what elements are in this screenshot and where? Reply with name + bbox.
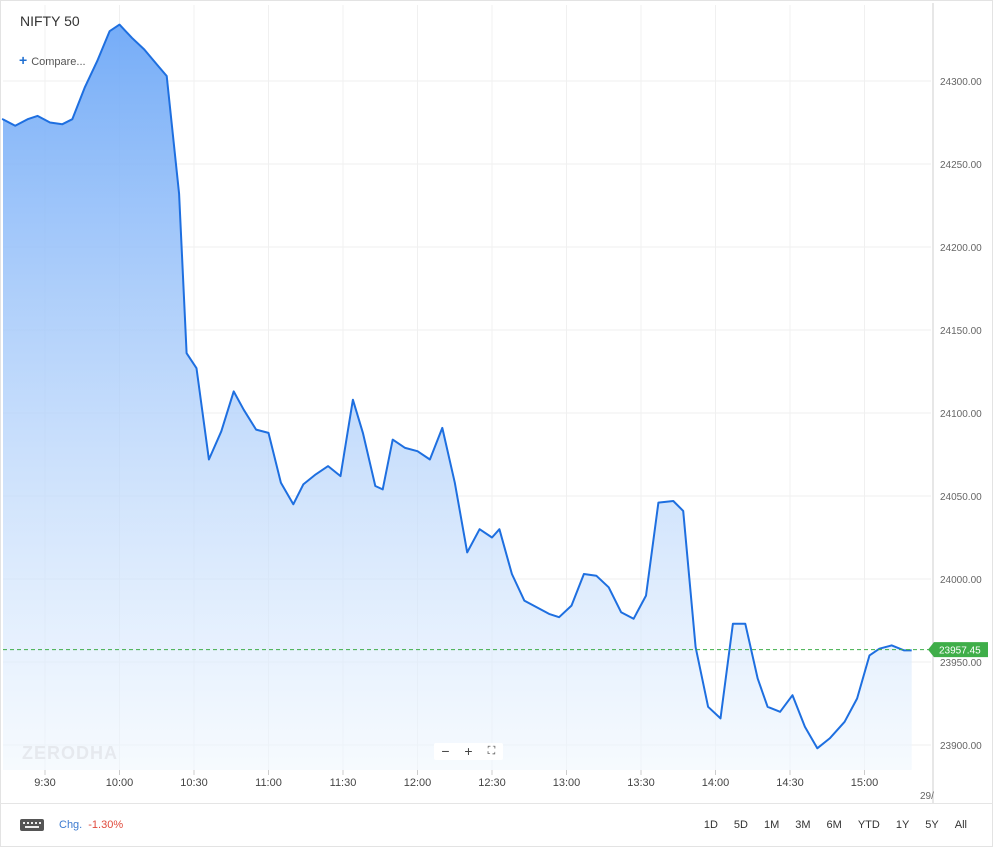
price-area — [2, 24, 912, 771]
price-line — [1, 23, 912, 750]
y-tick-label: 23950.00 — [940, 658, 982, 669]
x-tick-label: 12:30 — [478, 777, 506, 789]
x-tick-label: 12:00 — [404, 777, 432, 789]
date-label: 29/ — [920, 791, 934, 802]
last-price-label: 23957.45 — [939, 646, 981, 657]
change-label: Chg. — [59, 819, 83, 831]
x-tick-label: 15:00 — [851, 777, 879, 789]
y-tick-label: 24200.00 — [940, 243, 982, 254]
x-tick-label: 10:30 — [180, 777, 208, 789]
x-tick-label: 13:30 — [627, 777, 655, 789]
range-button-3m[interactable]: 3M — [795, 819, 811, 831]
y-tick-label: 24250.00 — [940, 160, 982, 171]
y-tick-label: 24150.00 — [940, 326, 982, 337]
range-button-ytd[interactable]: YTD — [857, 819, 880, 831]
y-tick-label: 23900.00 — [940, 741, 982, 752]
fit-screen-icon[interactable]: ⛶ — [487, 745, 496, 757]
change-value: -1.30% — [88, 819, 124, 831]
y-tick-label: 24300.00 — [940, 77, 982, 88]
x-tick-label: 11:00 — [255, 777, 282, 789]
x-tick-label: 14:00 — [702, 777, 730, 789]
range-selector: 1D 5D 1M 3M 6M YTD 1Y 5Y All — [688, 819, 967, 831]
range-button-1d[interactable]: 1D — [703, 819, 718, 831]
zoom-controls: − + ⛶ — [434, 743, 503, 760]
range-button-1m[interactable]: 1M — [763, 819, 780, 831]
range-button-all[interactable]: All — [954, 819, 967, 831]
chart-title: NIFTY 50 — [20, 13, 80, 29]
x-tick-label: 11:30 — [330, 777, 357, 789]
compare-label: Compare... — [31, 56, 86, 68]
zoom-out-button[interactable]: − — [441, 743, 450, 759]
x-tick-label: 14:30 — [776, 777, 804, 789]
zoom-in-button[interactable]: + — [464, 743, 473, 759]
y-tick-label: 24000.00 — [940, 575, 982, 586]
x-tick-label: 9:30 — [34, 777, 55, 789]
keyboard-icon[interactable] — [20, 819, 44, 831]
change-indicator: Chg. -1.30% — [59, 819, 123, 831]
y-tick-label: 24100.00 — [940, 409, 982, 420]
compare-button[interactable]: + Compare... — [19, 52, 86, 68]
bottom-toolbar: Chg. -1.30% 1D 5D 1M 3M 6M YTD 1Y 5Y All — [0, 803, 993, 847]
range-button-5d[interactable]: 5D — [733, 819, 748, 831]
x-tick-label: 10:00 — [106, 777, 134, 789]
range-button-6m[interactable]: 6M — [826, 819, 842, 831]
last-price-badge: 23957.45 — [928, 642, 988, 658]
plus-icon: + — [19, 52, 28, 68]
y-tick-label: 24050.00 — [940, 492, 982, 503]
range-button-1y[interactable]: 1Y — [895, 819, 910, 831]
x-tick-label: 13:00 — [553, 777, 581, 789]
range-button-5y[interactable]: 5Y — [925, 819, 939, 831]
zerodha-watermark: ZERODHA — [22, 743, 118, 763]
